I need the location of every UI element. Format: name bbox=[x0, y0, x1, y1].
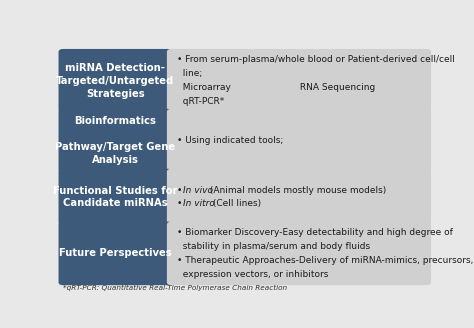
Text: •: • bbox=[177, 186, 185, 195]
Text: • Biomarker Discovery-Easy detectability and high degree of: • Biomarker Discovery-Easy detectability… bbox=[177, 228, 453, 237]
Text: expression vectors, or inhibitors: expression vectors, or inhibitors bbox=[177, 270, 328, 279]
Text: Bioinformatics

Pathway/Target Gene
Analysis: Bioinformatics Pathway/Target Gene Analy… bbox=[55, 116, 175, 165]
FancyBboxPatch shape bbox=[167, 109, 431, 173]
Text: Future Perspectives: Future Perspectives bbox=[59, 248, 172, 258]
FancyBboxPatch shape bbox=[167, 169, 431, 225]
Text: •: • bbox=[177, 199, 185, 209]
Text: line;: line; bbox=[177, 69, 202, 78]
Text: miRNA Detection-
Targeted/Untargeted
Strategies: miRNA Detection- Targeted/Untargeted Str… bbox=[56, 63, 174, 98]
Text: (Cell lines): (Cell lines) bbox=[210, 199, 261, 209]
FancyBboxPatch shape bbox=[58, 109, 172, 173]
Text: Microarray                        RNA Sequencing: Microarray RNA Sequencing bbox=[177, 83, 375, 92]
Text: In vivo: In vivo bbox=[183, 186, 213, 195]
Text: • Therapeutic Approaches-Delivery of miRNA-mimics, precursors,: • Therapeutic Approaches-Delivery of miR… bbox=[177, 256, 473, 265]
FancyBboxPatch shape bbox=[58, 222, 172, 285]
Text: stability in plasma/serum and body fluids: stability in plasma/serum and body fluid… bbox=[177, 242, 370, 251]
Text: • Using indicated tools;: • Using indicated tools; bbox=[177, 136, 283, 145]
FancyBboxPatch shape bbox=[167, 49, 431, 113]
Text: • From serum-plasma/whole blood or Patient-derived cell/cell: • From serum-plasma/whole blood or Patie… bbox=[177, 55, 455, 64]
Text: (Animal models mostly mouse models): (Animal models mostly mouse models) bbox=[207, 186, 386, 195]
Text: qRT-PCR*: qRT-PCR* bbox=[177, 97, 224, 106]
Text: In vitro: In vitro bbox=[183, 199, 215, 209]
FancyBboxPatch shape bbox=[58, 169, 172, 225]
Text: *qRT-PCR: Quantitative Real-Time Polymerase Chain Reaction: *qRT-PCR: Quantitative Real-Time Polymer… bbox=[63, 285, 287, 291]
Text: Functional Studies for
Candidate miRNAs: Functional Studies for Candidate miRNAs bbox=[53, 186, 178, 208]
FancyBboxPatch shape bbox=[167, 222, 431, 285]
FancyBboxPatch shape bbox=[58, 49, 172, 113]
